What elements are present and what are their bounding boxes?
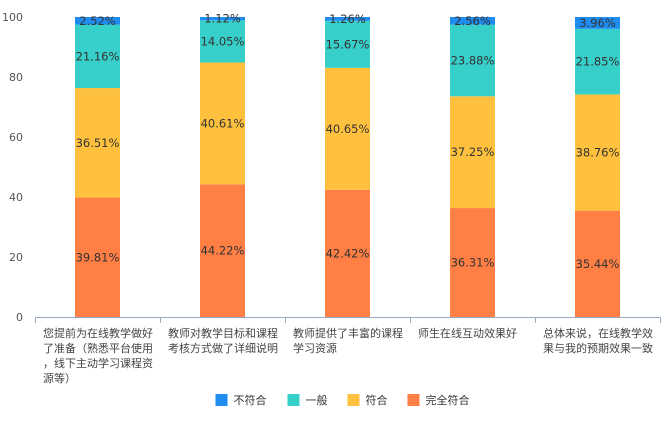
bar-segment — [450, 208, 495, 317]
y-tick-label: 80 — [9, 71, 23, 84]
bar-segment — [325, 20, 370, 68]
data-label: 38.76% — [576, 146, 620, 160]
category-label: 考核方式做了详细说明 — [168, 341, 278, 355]
category-label: 师生在线互动效果好 — [418, 326, 517, 340]
legend-swatch — [407, 394, 420, 406]
bar-segment — [75, 197, 120, 317]
bar-segment — [575, 94, 620, 211]
y-tick-label: 0 — [16, 311, 23, 324]
y-tick-label: 20 — [9, 251, 23, 264]
data-label: 21.16% — [76, 49, 120, 63]
bar-segment — [200, 184, 245, 317]
y-tick-label: 40 — [9, 191, 23, 204]
data-label: 23.88% — [451, 54, 495, 68]
data-label: 39.81% — [76, 250, 120, 264]
bar-segment — [200, 20, 245, 63]
data-label: 44.22% — [201, 244, 245, 258]
legend-label: 符合 — [366, 393, 388, 407]
data-label: 42.42% — [326, 246, 370, 260]
category-label: 教师提供了丰富的课程 — [293, 326, 403, 340]
legend-swatch — [287, 394, 300, 406]
data-label: 36.31% — [451, 256, 495, 270]
data-label: 40.65% — [326, 122, 370, 136]
bar-segment — [75, 24, 120, 89]
data-label: 36.51% — [76, 136, 120, 150]
category-label: ，线下主动学习课程资 — [43, 356, 153, 370]
category-label: 源等） — [43, 371, 76, 385]
legend-swatch — [215, 394, 228, 406]
legend-label: 完全符合 — [426, 393, 470, 407]
legend-swatch — [347, 394, 360, 406]
data-label: 21.85% — [576, 55, 620, 69]
bar-segment — [200, 17, 245, 21]
data-label: 14.05% — [201, 34, 245, 48]
bar-segment — [575, 16, 620, 29]
data-label: 35.44% — [576, 257, 620, 271]
data-label: 1.12% — [204, 12, 241, 26]
data-label: 37.25% — [451, 145, 495, 159]
data-label: 40.61% — [201, 116, 245, 130]
data-label: 2.52% — [79, 14, 116, 28]
data-label: 2.56% — [454, 14, 491, 28]
data-label: 3.96% — [579, 16, 616, 30]
bar-segment — [75, 88, 120, 198]
category-label: 教师对教学目标和课程 — [168, 326, 278, 340]
bar-segment — [200, 62, 245, 185]
bar-segment — [450, 24, 495, 97]
category-label: 果与我的预期效果一致 — [543, 341, 653, 355]
legend-label: 不符合 — [234, 393, 267, 407]
bar-segment — [450, 96, 495, 209]
data-label: 15.67% — [326, 37, 370, 51]
category-label: 学习资源 — [293, 341, 337, 355]
bar-segment — [325, 189, 370, 317]
bar-segment — [450, 17, 495, 25]
bar-segment — [75, 17, 120, 25]
legend-label: 一般 — [306, 394, 328, 407]
y-tick-label: 60 — [9, 131, 23, 144]
category-label: 您提前为在线教学做好 — [43, 326, 153, 340]
data-label: 1.26% — [329, 12, 366, 26]
category-label: 总体来说，在线教学效 — [543, 326, 653, 340]
bar-segment — [575, 28, 620, 95]
bar-segment — [575, 210, 620, 317]
category-label: 了准备（熟悉平台使用 — [43, 341, 153, 355]
bar-segment — [325, 17, 370, 21]
y-tick-label: 100 — [2, 11, 23, 24]
bar-segment — [325, 67, 370, 190]
